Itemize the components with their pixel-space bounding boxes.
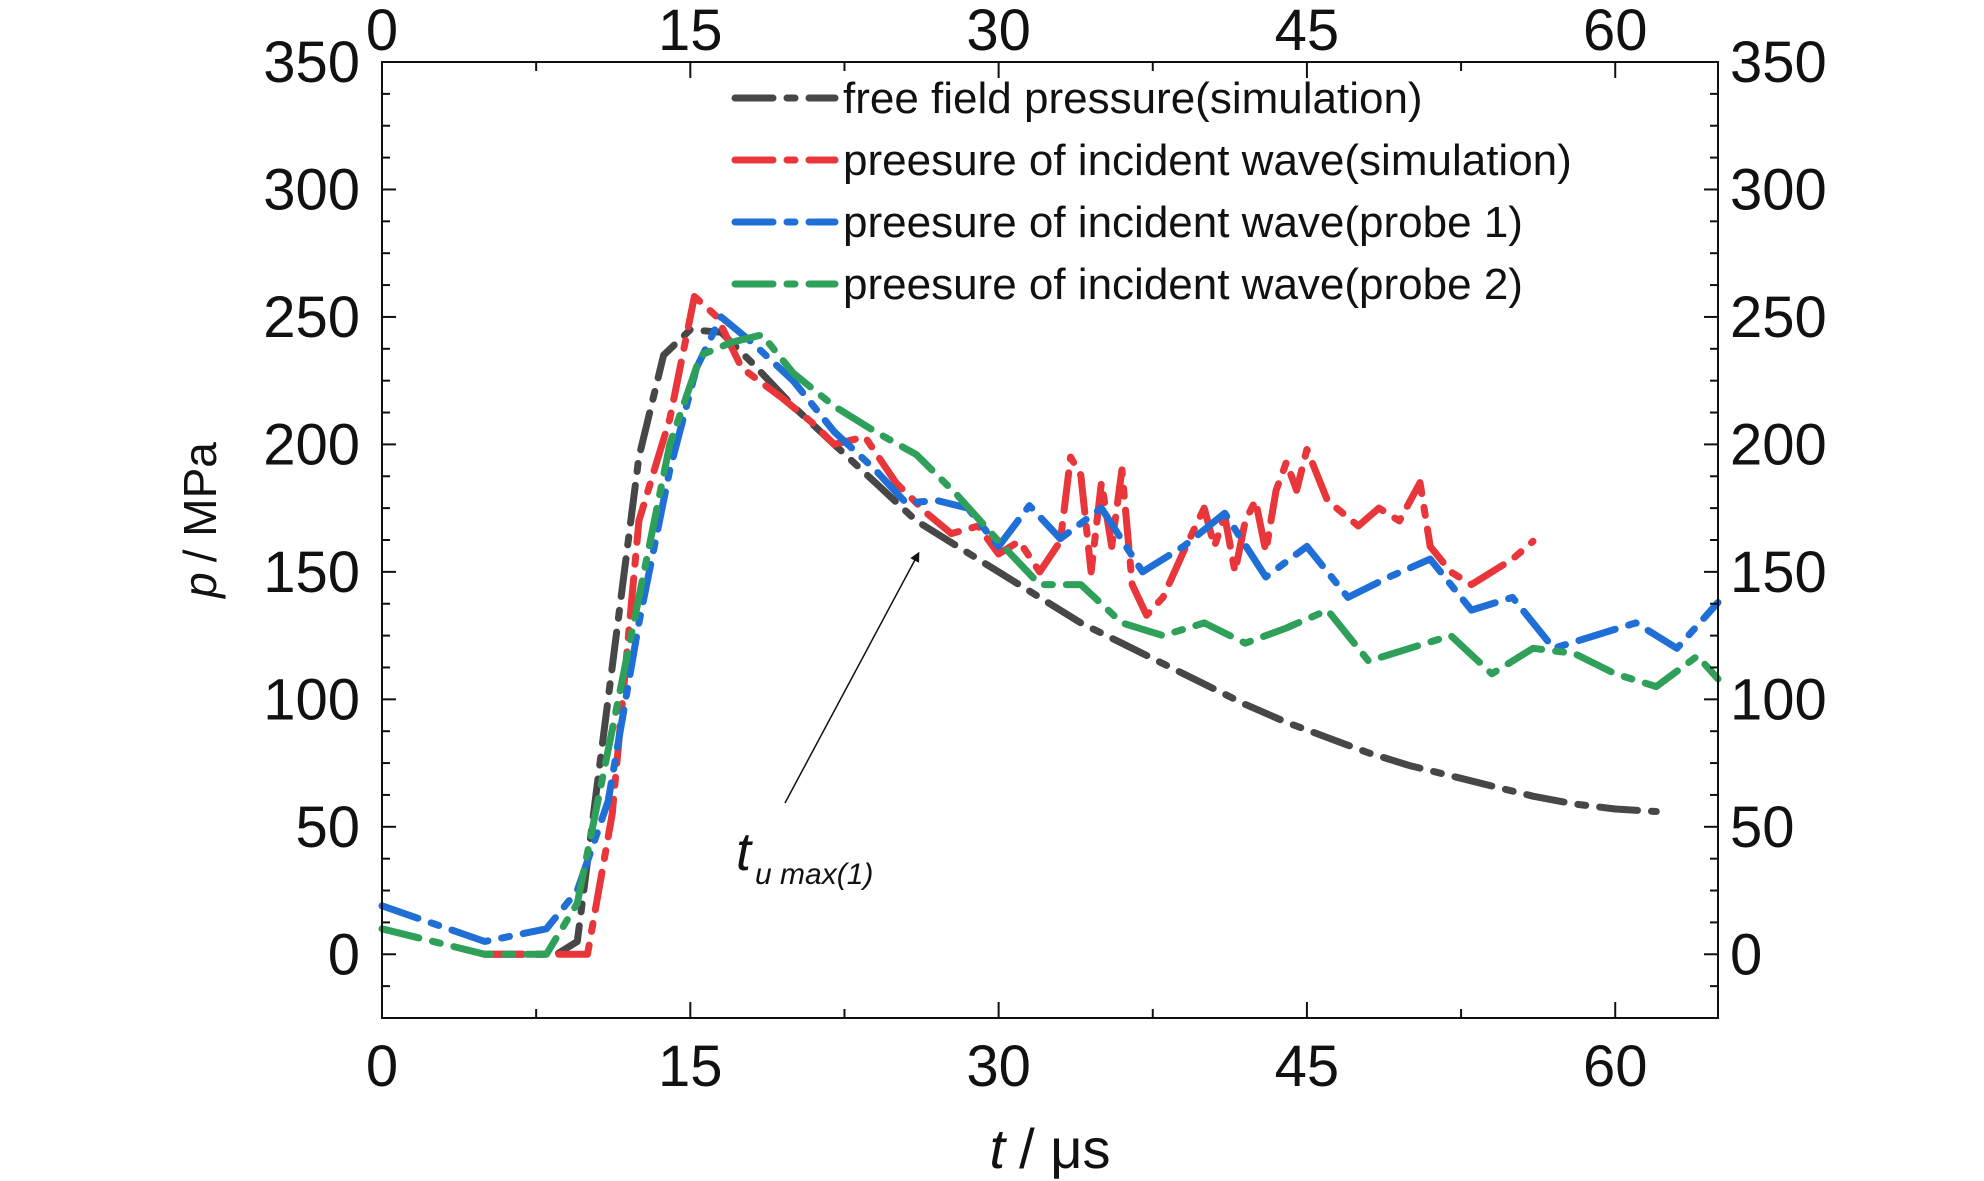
x-tick-label-bottom: 45 xyxy=(1275,1034,1340,1099)
y-tick-label-left: 300 xyxy=(263,157,360,222)
y-tick-label-left: 150 xyxy=(263,540,360,605)
x-tick-label-bottom: 15 xyxy=(658,1034,723,1099)
y-tick-label-right: 200 xyxy=(1730,412,1827,477)
y-tick-label-left: 0 xyxy=(328,922,360,987)
series-line-2 xyxy=(481,293,1537,958)
x-tick-label-bottom: 60 xyxy=(1583,1034,1648,1099)
annotation-arrow xyxy=(784,551,920,804)
legend-label-3: preesure of incident wave(probe 1) xyxy=(843,198,1523,247)
x-axis-unit: / μs xyxy=(1019,1117,1110,1180)
x-tick-label-bottom: 30 xyxy=(966,1034,1031,1099)
y-tick-label-right: 0 xyxy=(1730,922,1762,987)
y-tick-label-right: 250 xyxy=(1730,285,1827,350)
x-tick-label-top: 15 xyxy=(658,0,723,63)
series-layer xyxy=(378,293,1722,958)
y-tick-label-left: 200 xyxy=(263,412,360,477)
y-tick-label-left: 50 xyxy=(295,795,360,860)
y-axis-unit: / MPa xyxy=(174,442,226,563)
y-tick-label-left: 100 xyxy=(263,667,360,732)
legend-label-1: free field pressure(simulation) xyxy=(843,74,1423,123)
x-tick-label-top: 30 xyxy=(966,0,1031,63)
x-tick-label-top: 60 xyxy=(1583,0,1648,63)
x-axis-var: t xyxy=(990,1117,1008,1180)
y-tick-label-right: 300 xyxy=(1730,157,1827,222)
y-tick-label-right: 50 xyxy=(1730,795,1795,860)
x-tick-label-top: 0 xyxy=(366,0,398,63)
y-tick-label-left: 350 xyxy=(263,30,360,95)
y-axis-title: p / MPa xyxy=(174,442,226,600)
legend-label-2: preesure of incident wave(simulation) xyxy=(843,136,1572,185)
x-tick-label-bottom: 0 xyxy=(366,1034,398,1099)
y-tick-label-right: 100 xyxy=(1730,667,1827,732)
y-tick-label-right: 350 xyxy=(1730,30,1827,95)
series-line-3 xyxy=(378,313,1722,945)
legend: free field pressure(simulation) preesure … xyxy=(731,74,1572,309)
y-axis-var: p xyxy=(174,572,226,600)
series-line-1 xyxy=(481,326,1660,958)
x-tick-label-top: 45 xyxy=(1275,0,1340,63)
series-line-4 xyxy=(378,331,1722,958)
y-tick-label-right: 150 xyxy=(1730,540,1827,605)
legend-label-4: preesure of incident wave(probe 2) xyxy=(843,260,1523,309)
y-tick-label-left: 250 xyxy=(263,285,360,350)
x-axis-title: t / μs xyxy=(990,1117,1111,1180)
